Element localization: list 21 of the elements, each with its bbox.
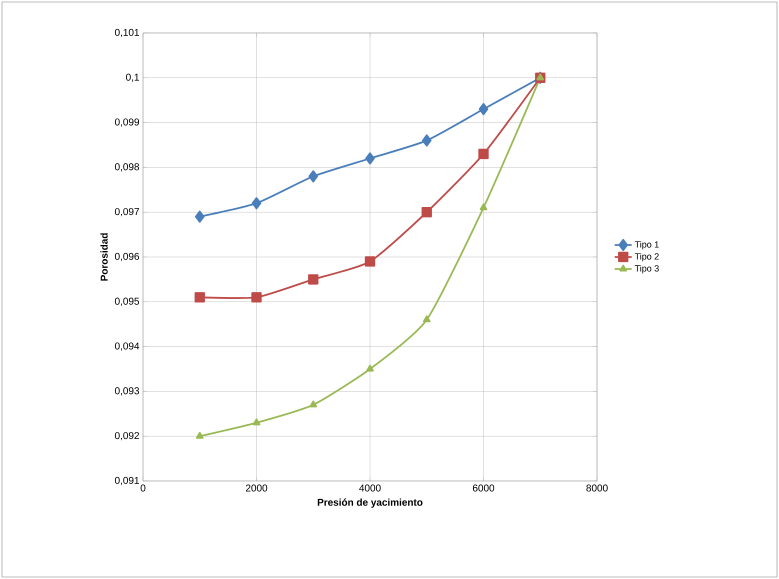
y-tick-label: 0,099 [114,118,140,127]
x-tick-label: 8000 [586,484,608,492]
y-tick-label: 0,091 [114,476,140,486]
y-tick-label: 0,095 [114,298,140,306]
legend-label: Tipo 3 [634,264,659,274]
y-tick-label: 0,098 [114,163,140,172]
x-tick-label: 2000 [246,484,268,492]
y-axis-title: Porosidad [100,233,108,281]
y-tick-label: 0,1 [126,74,140,82]
y-tick-label: 0,101 [114,28,140,38]
y-tick-label: 0,092 [114,432,139,440]
y-tick-label: 0,097 [114,208,139,216]
x-axis-title: Presión de yacimiento [318,498,422,508]
x-tick-label: 4000 [359,484,381,492]
legend-label: Tipo 2 [634,252,659,262]
y-tick-label: 0,096 [114,252,140,262]
x-tick-label: 6000 [472,484,494,492]
x-tick-label: 0 [140,484,146,492]
y-tick-label: 0,093 [114,387,140,396]
y-tick-label: 0,094 [114,342,140,351]
legend-label: Tipo 1 [634,241,659,250]
